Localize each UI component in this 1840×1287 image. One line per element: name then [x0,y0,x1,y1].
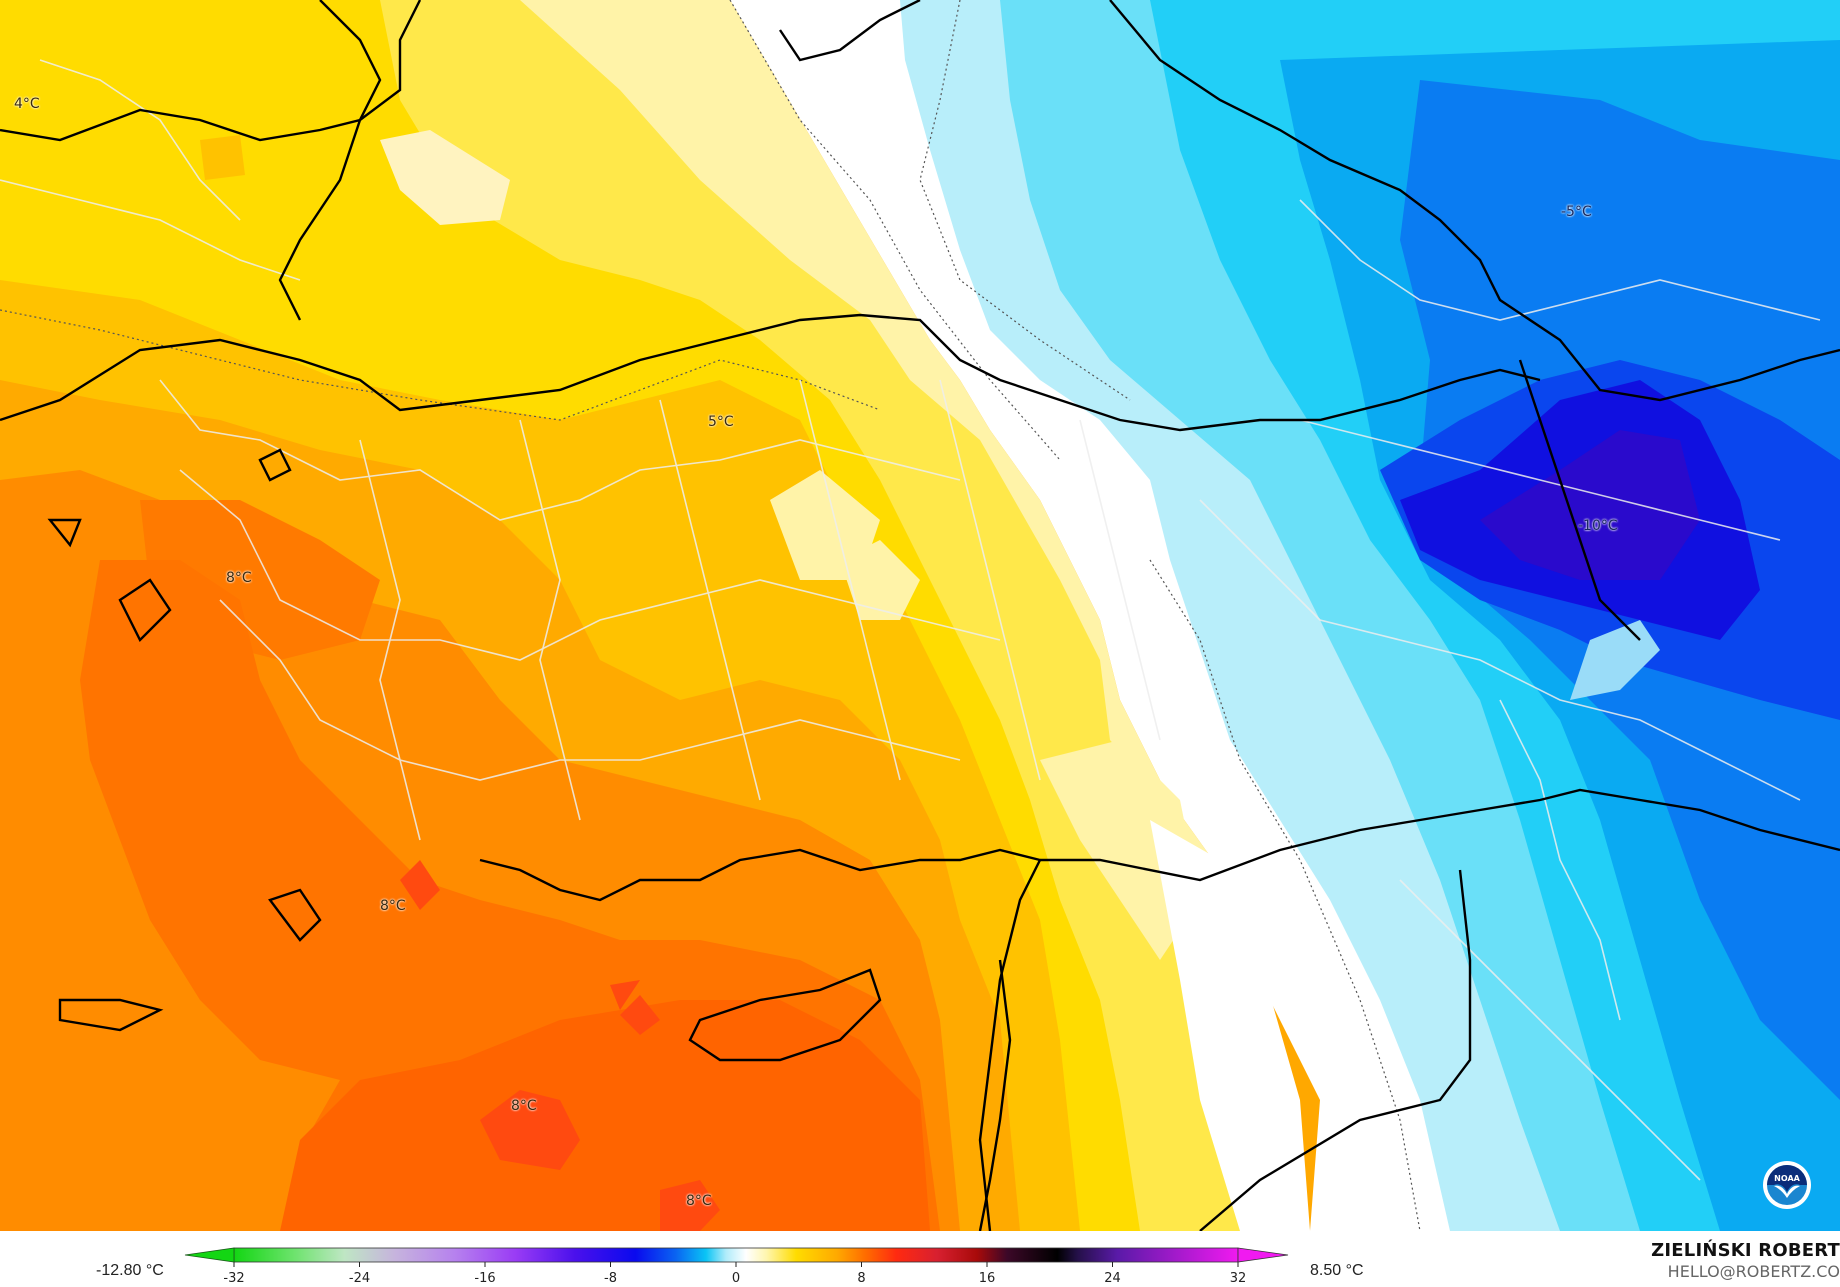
colorbar [184,1247,1289,1267]
tick-label: -8 [604,1271,617,1286]
warm-zones [0,0,1310,1231]
tick-label: 24 [1104,1271,1121,1286]
temp-label-minus5c: -5°C [1561,204,1592,220]
author-email: HELLO@ROBERTZ.CO [1667,1262,1840,1281]
tick-label: -32 [223,1271,245,1286]
max-value-label: 8.50 °C [1310,1262,1364,1279]
tick-label: -16 [474,1271,496,1286]
cold-zones [730,0,1840,1231]
temp-label-4c: 4°C [14,96,40,112]
tick-label: 0 [731,1271,741,1286]
country-borders [0,0,1840,1231]
svg-text:NOAA: NOAA [1774,1174,1800,1183]
tick-label: -24 [348,1271,371,1286]
temp-label-minus10c: -10°C [1578,518,1618,534]
province-borders [0,59,1821,1181]
tick-label: 16 [978,1271,996,1286]
min-value-label: -12.80 °C [96,1262,164,1279]
tick-label: 8 [857,1271,866,1286]
temperature-map[interactable] [0,0,1840,1231]
temp-label-8c-aegean: 8°C [226,570,252,586]
noaa-logo-icon: NOAA [1763,1161,1811,1209]
author-name: ZIELIŃSKI ROBERT [1651,1240,1840,1261]
temp-label-8c-south: 8°C [686,1193,712,1209]
temp-label-5c: 5°C [708,414,734,430]
tick-label: 32 [1229,1271,1247,1286]
temp-label-8c-sea: 8°C [511,1098,537,1114]
isotherm-lines [0,0,1421,1231]
temp-label-8c-rhodes: 8°C [380,898,406,914]
